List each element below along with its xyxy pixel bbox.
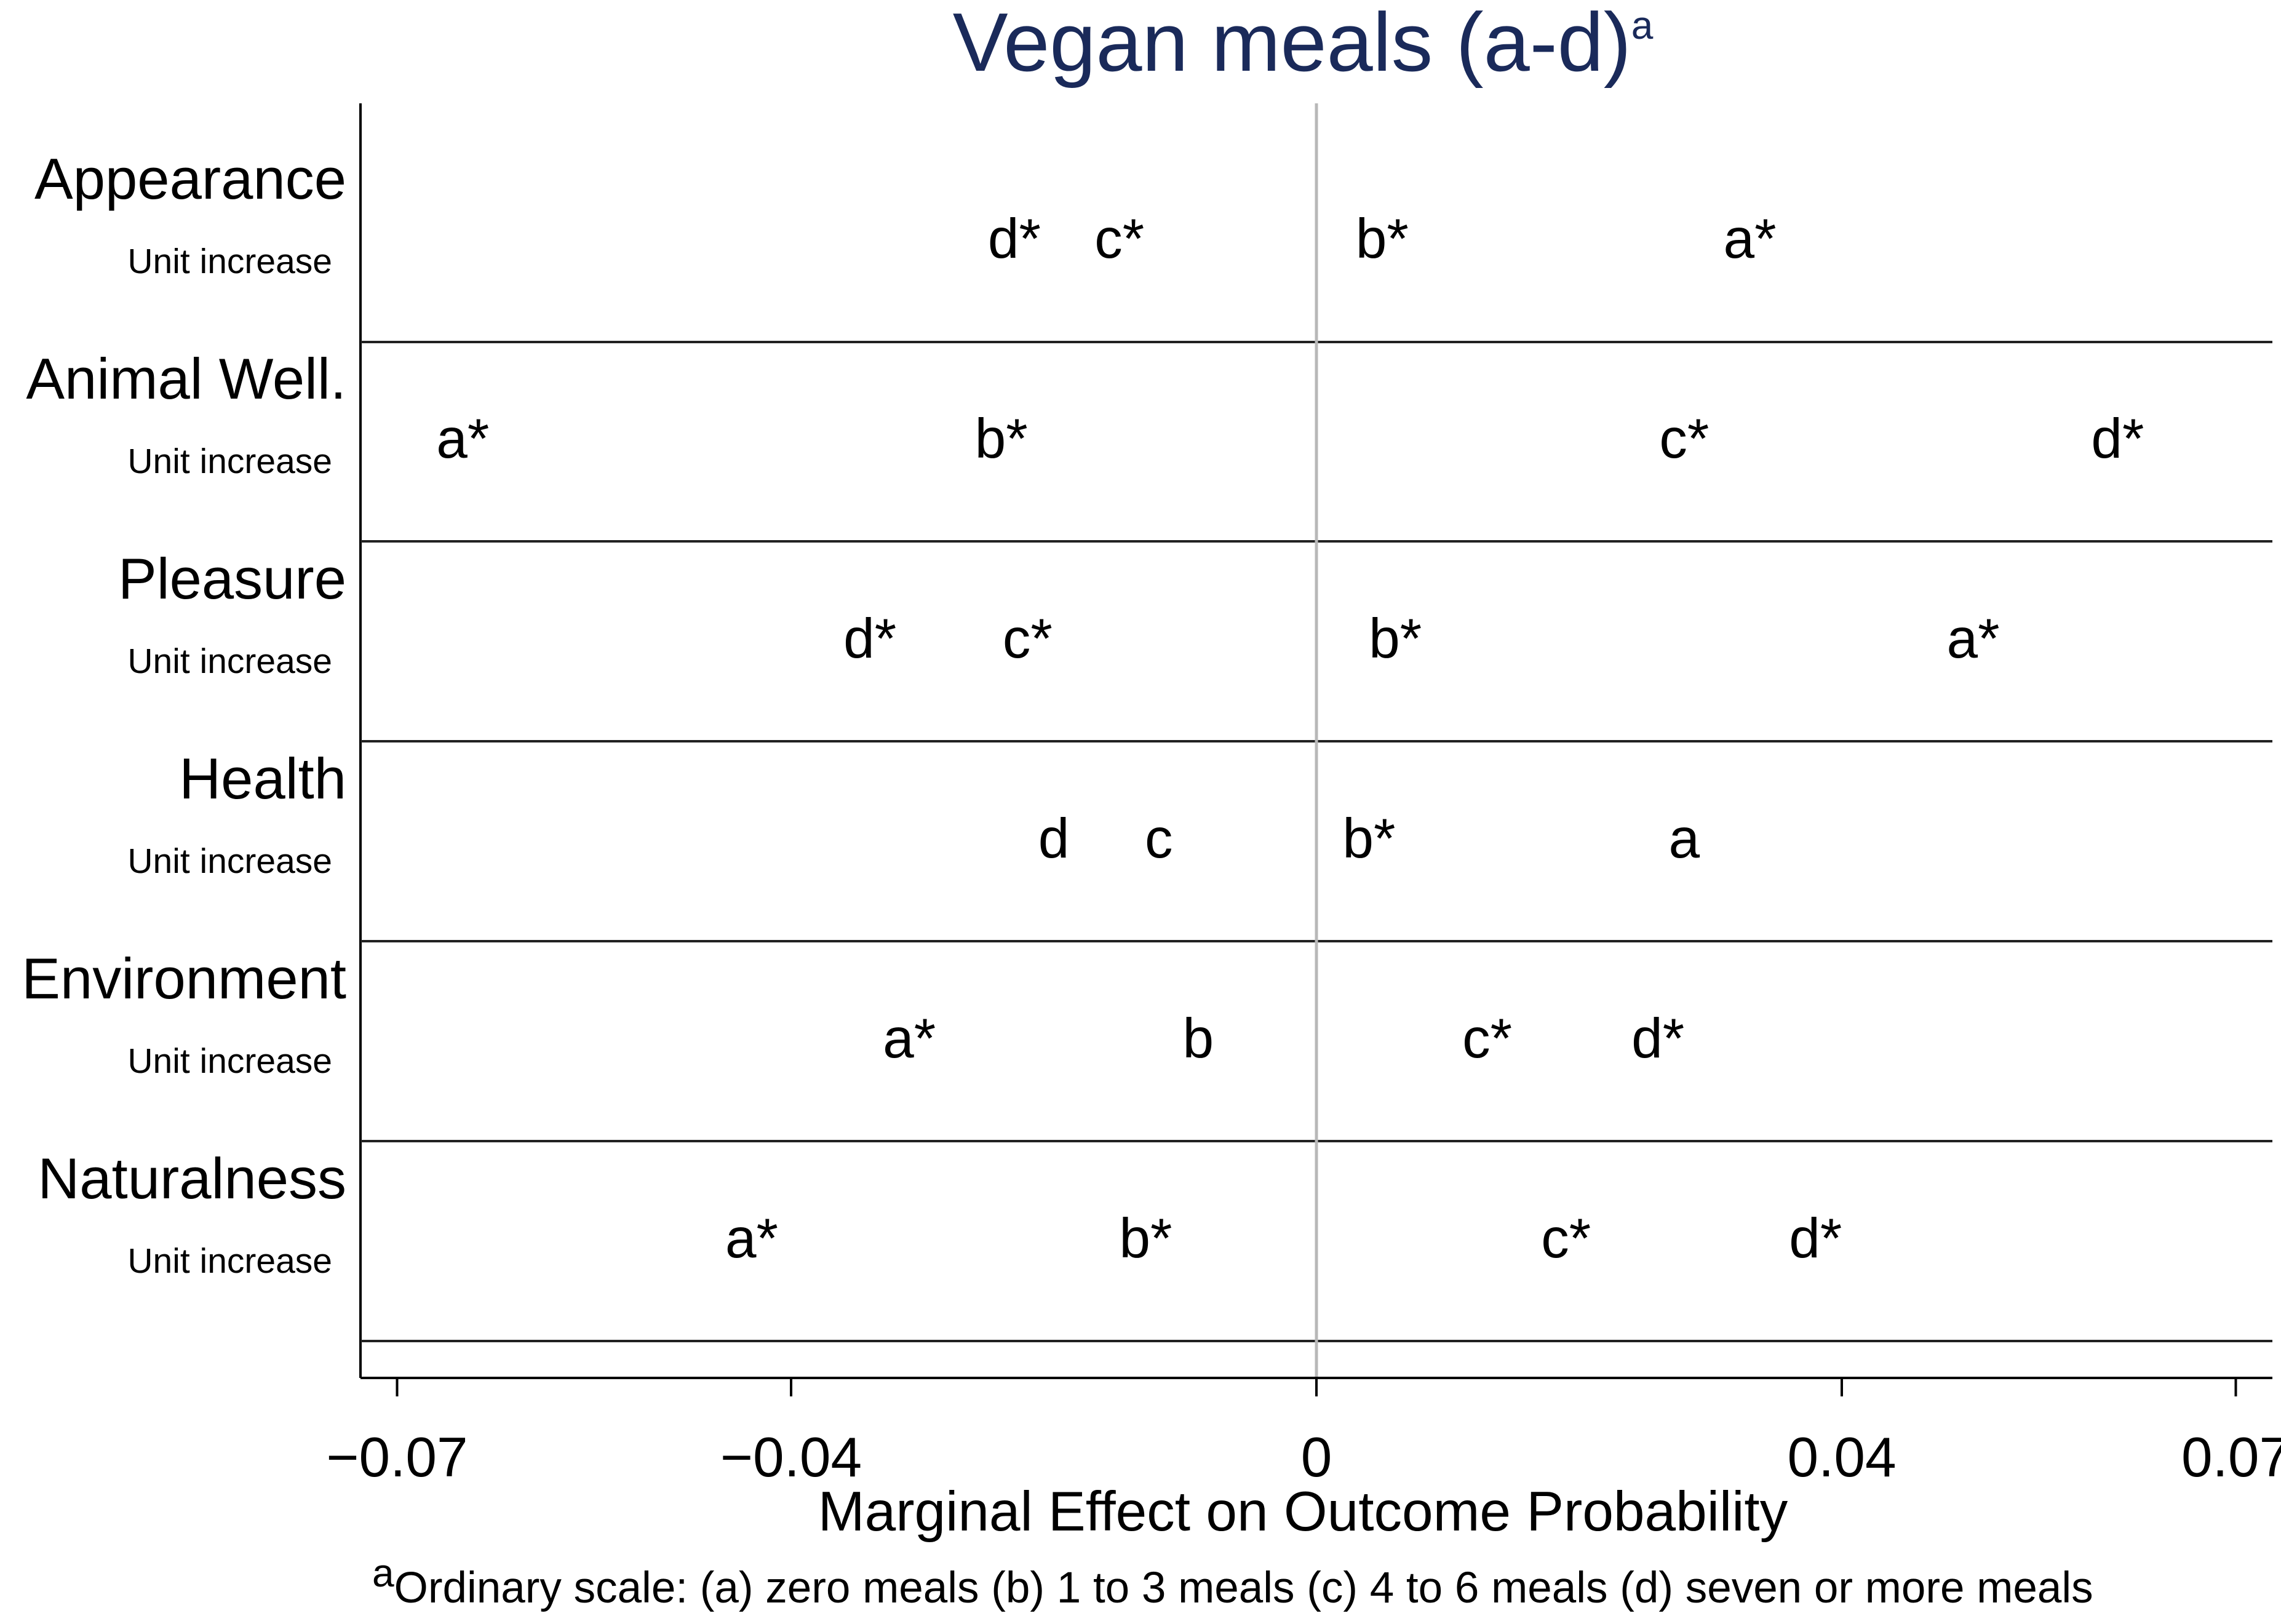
row-sublabel: Unit increase (127, 242, 332, 281)
data-point-label: c* (1462, 1008, 1512, 1070)
data-point-label: d (1038, 808, 1070, 870)
data-point-label: d* (988, 208, 1041, 270)
row-label: Environment (22, 946, 346, 1011)
chart-title: Vegan meals (a-d)a (953, 0, 1654, 89)
row-sublabel: Unit increase (127, 842, 332, 881)
data-point-label: d* (1789, 1208, 1842, 1270)
x-tick-label: −0.04 (720, 1427, 862, 1489)
data-point-label: c* (1094, 208, 1144, 270)
row-label: Naturalness (38, 1146, 346, 1211)
data-point-label: d* (843, 608, 896, 670)
chart-title-text: Vegan meals (a-d) (953, 0, 1631, 89)
footnote-marker: a (372, 1551, 394, 1595)
x-axis-title: Marginal Effect on Outcome Probability (818, 1481, 1788, 1543)
row-label: Appearance (34, 146, 346, 211)
row-sublabel: Unit increase (127, 1041, 332, 1081)
data-point-label: b* (1356, 208, 1409, 270)
data-point-label: b* (1369, 608, 1422, 670)
x-axis: −0.07 −0.04 0 0.04 0.07 (326, 1377, 2281, 1489)
data-point-label: a* (1946, 608, 1999, 670)
data-point-label: a* (436, 408, 489, 470)
x-tick-label: −0.07 (326, 1427, 468, 1489)
data-point-label: d* (2091, 408, 2144, 470)
chart-title-superscript: a (1631, 3, 1654, 47)
data-point-label: c* (1541, 1208, 1591, 1270)
data-point-label: b (1183, 1008, 1214, 1070)
data-point-label: d* (1631, 1008, 1684, 1070)
row-sublabel: Unit increase (127, 442, 332, 481)
footnote: aOrdinary scale: (a) zero meals (b) 1 to… (372, 1551, 2093, 1612)
data-point-label: c* (1659, 408, 1709, 470)
x-tick-label: 0.04 (1787, 1427, 1896, 1489)
row-label: Health (179, 746, 346, 811)
row-sublabel: Unit increase (127, 642, 332, 681)
data-point-label: a* (883, 1008, 936, 1070)
data-point-label: b* (975, 408, 1028, 470)
data-points: d* c* b* a* a* b* c* d* d* c* b* a* d c b* a a* b c* d* a* b*… (436, 208, 2144, 1270)
data-point-label: a* (1724, 208, 1777, 270)
data-point-label: a (1668, 808, 1700, 870)
row-label: Animal Well. (26, 346, 346, 411)
row-labels: Appearance Unit increase Animal Well. Unit … (22, 146, 346, 1281)
row-label: Pleasure (118, 546, 346, 611)
data-point-label: b* (1342, 808, 1395, 870)
data-point-label: c (1145, 808, 1173, 870)
x-tick-label: 0 (1301, 1427, 1332, 1489)
data-point-label: b* (1119, 1208, 1172, 1270)
row-sublabel: Unit increase (127, 1241, 332, 1281)
footnote-text: Ordinary scale: (a) zero meals (b) 1 to … (394, 1564, 2093, 1612)
data-point-label: c* (1003, 608, 1053, 670)
x-tick-label: 0.07 (2181, 1427, 2281, 1489)
data-point-label: a* (725, 1208, 778, 1270)
